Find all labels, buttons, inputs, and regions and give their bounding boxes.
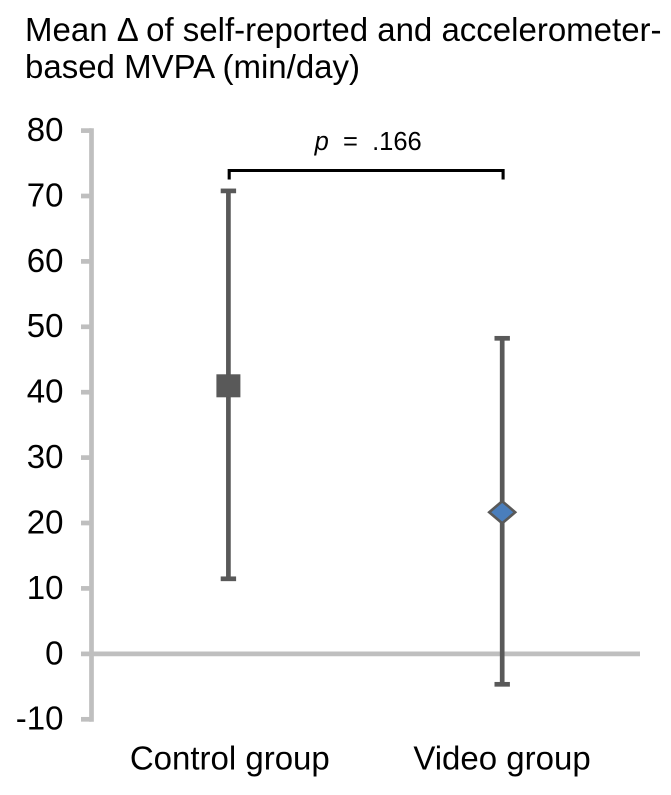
svg-text:20: 20 — [27, 503, 64, 540]
svg-text:70: 70 — [27, 176, 64, 213]
svg-text:60: 60 — [27, 242, 64, 279]
svg-text:p = .166: p = .166 — [314, 128, 422, 156]
svg-text:50: 50 — [27, 307, 64, 344]
svg-text:40: 40 — [27, 373, 64, 410]
svg-text:80: 80 — [27, 111, 64, 148]
svg-text:30: 30 — [27, 438, 64, 475]
svg-text:0: 0 — [45, 634, 63, 671]
svg-text:10: 10 — [27, 569, 64, 606]
svg-text:Mean Δ of self-reported and ac: Mean Δ of self-reported and acceleromete… — [25, 11, 662, 48]
svg-text:Control group: Control group — [130, 739, 330, 776]
svg-text:Video group: Video group — [413, 739, 590, 776]
svg-text:-10: -10 — [16, 700, 64, 737]
svg-text:based MVPA (min/day): based MVPA (min/day) — [25, 48, 360, 85]
